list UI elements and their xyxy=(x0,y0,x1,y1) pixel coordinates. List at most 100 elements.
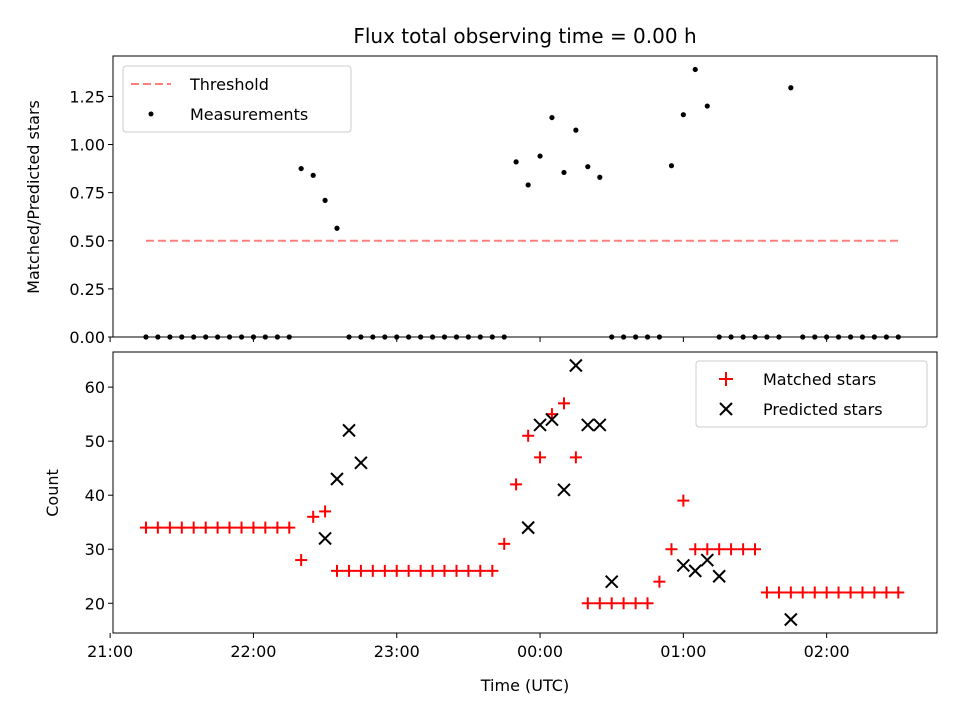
matched-point xyxy=(211,521,224,534)
measurement-point xyxy=(537,153,543,159)
top-y-tick-label: 0.25 xyxy=(69,280,105,299)
series-predicted-stars xyxy=(318,358,798,627)
matched-point xyxy=(605,597,618,610)
bottom-x-tick-label: 22:00 xyxy=(230,642,276,661)
bottom-y-axis-label: Count xyxy=(43,469,62,517)
matched-point xyxy=(366,564,379,577)
bottom-axes-frame xyxy=(112,351,938,634)
top-chart-title: Flux total observing time = 0.00 h xyxy=(353,24,696,48)
measurement-point xyxy=(597,174,603,180)
bottom-axes: Count Time (UTC) 20 30 40 50 60 21:00 22:00 23:… xyxy=(43,351,938,695)
matched-point xyxy=(677,494,690,507)
matched-point xyxy=(163,521,176,534)
predicted-point xyxy=(545,412,559,427)
matched-point xyxy=(438,564,451,577)
top-y-tick-label: 1.00 xyxy=(69,136,105,155)
top-axes-frame xyxy=(112,55,938,338)
matched-point xyxy=(820,586,833,599)
predicted-point xyxy=(676,558,691,573)
bottom-plot-area: 20 30 40 50 60 21:00 22:00 23:00 00:00 01:00 02:00 xyxy=(85,358,905,661)
bottom-y-tick-label: 40 xyxy=(85,486,105,505)
bottom-y-tick-label: 30 xyxy=(85,540,105,559)
measurement-point xyxy=(692,66,698,73)
predicted-point xyxy=(521,520,535,535)
matched-point xyxy=(522,429,535,442)
matched-point xyxy=(868,586,881,599)
matched-point xyxy=(175,521,188,534)
matched-point xyxy=(235,521,248,534)
matched-point xyxy=(557,397,570,410)
matched-point xyxy=(498,537,511,550)
matched-point xyxy=(259,521,272,534)
legend-threshold-label: Threshold xyxy=(189,75,269,94)
legend-predicted-label: Predicted stars xyxy=(763,400,883,419)
legend-predicted-swatch xyxy=(719,402,733,416)
matched-point xyxy=(737,543,750,556)
matched-point xyxy=(856,586,869,599)
matched-point xyxy=(880,586,893,599)
matched-point xyxy=(629,597,642,610)
top-y-tick-label: 0.00 xyxy=(69,328,105,347)
measurement-point xyxy=(513,159,519,165)
predicted-point xyxy=(330,472,344,486)
series-matched-stars xyxy=(139,397,905,610)
measurement-point xyxy=(585,164,591,170)
legend-measurements-label: Measurements xyxy=(190,105,308,124)
matched-point xyxy=(223,521,236,534)
matched-point xyxy=(307,510,320,523)
matched-point xyxy=(319,505,332,518)
legend-matched-label: Matched stars xyxy=(763,370,876,389)
legend-matched-swatch xyxy=(719,372,733,386)
matched-point xyxy=(749,543,762,556)
bottom-x-tick-label: 02:00 xyxy=(804,642,850,661)
matched-point xyxy=(617,597,630,610)
predicted-point xyxy=(604,574,619,589)
bottom-x-axis-label: Time (UTC) xyxy=(480,676,569,695)
matched-point xyxy=(330,564,343,577)
predicted-point xyxy=(342,423,356,438)
matched-point xyxy=(534,451,547,464)
bottom-legend: Matched stars Predicted stars xyxy=(695,360,928,428)
matched-point xyxy=(832,586,845,599)
bottom-x-tick-label: 21:00 xyxy=(87,642,133,661)
bottom-y-tick-label: 20 xyxy=(85,594,105,613)
predicted-point xyxy=(354,456,368,470)
matched-point xyxy=(796,586,809,599)
matched-point xyxy=(665,543,678,556)
matched-point xyxy=(892,586,905,599)
matched-point xyxy=(271,521,284,534)
top-y-tick-label: 0.50 xyxy=(69,232,105,251)
matched-point xyxy=(653,575,666,588)
matched-point xyxy=(713,543,726,556)
predicted-point xyxy=(569,358,583,373)
matched-point xyxy=(784,586,797,599)
measurement-point xyxy=(310,172,316,178)
matched-point xyxy=(402,564,415,577)
matched-point xyxy=(725,543,738,556)
measurement-point xyxy=(788,85,794,91)
predicted-point xyxy=(581,418,595,432)
matched-point xyxy=(139,521,152,534)
measurement-point xyxy=(525,182,531,188)
matched-point xyxy=(295,554,308,567)
matched-point xyxy=(199,521,212,534)
matched-point xyxy=(343,564,356,577)
bottom-x-tick-label: 00:00 xyxy=(517,642,563,661)
bottom-legend-box xyxy=(695,360,928,428)
top-axes: Flux total observing time = 0.00 h Match… xyxy=(24,24,938,347)
measurement-point xyxy=(561,169,567,176)
measurement-point xyxy=(573,127,579,133)
matched-point xyxy=(772,586,785,599)
top-legend: Threshold Measurements xyxy=(122,65,352,133)
matched-point xyxy=(808,586,821,599)
legend-measurements-swatch xyxy=(148,111,154,117)
matched-point xyxy=(283,521,296,534)
measurement-point xyxy=(668,163,675,169)
measurement-point xyxy=(298,165,304,172)
matched-point xyxy=(247,521,260,534)
matched-point xyxy=(689,543,702,556)
matched-point xyxy=(390,564,403,577)
matched-point xyxy=(354,564,367,577)
top-y-axis-label: Matched/Predicted stars xyxy=(24,100,43,294)
